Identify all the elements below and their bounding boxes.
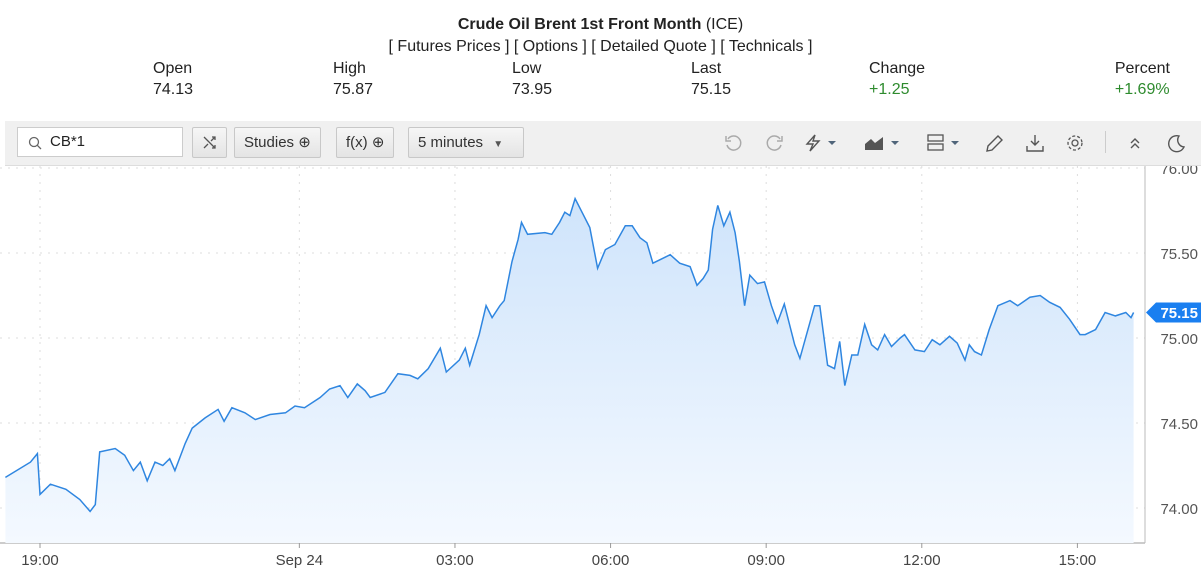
studies-button[interactable]: Studies ⊕ — [234, 127, 321, 158]
y-tick-label: 75.00 — [1160, 331, 1198, 348]
stat-low: Low 73.95 — [512, 60, 553, 98]
y-tick-label: 76.00 — [1160, 166, 1198, 178]
link-technicals[interactable]: [ Technicals ] — [720, 38, 813, 55]
x-tick-label: 12:00 — [903, 552, 941, 569]
last-price-label: 75.15 — [1160, 305, 1198, 322]
collapse-icon[interactable] — [1125, 133, 1145, 153]
dark-mode-icon[interactable] — [1165, 133, 1187, 153]
chart-type-icon[interactable] — [863, 133, 905, 153]
layout-icon[interactable] — [925, 133, 967, 153]
undo-icon[interactable] — [723, 133, 745, 153]
x-tick-label: 19:00 — [21, 552, 59, 569]
x-tick-label: 03:00 — [436, 552, 474, 569]
download-icon[interactable] — [1024, 133, 1046, 153]
price-line — [5, 196, 1135, 513]
symbol-search-input[interactable]: CB*1 — [17, 127, 183, 157]
page-title: Crude Oil Brent 1st Front Month (ICE) — [457, 16, 744, 33]
redo-icon[interactable] — [763, 133, 785, 153]
link-futures-prices[interactable]: [ Futures Prices ] — [388, 38, 510, 55]
search-icon — [28, 136, 42, 150]
caret-down-icon: ▼ — [493, 139, 504, 150]
x-tick-label: Sep 24 — [276, 552, 324, 569]
stat-change: Change +1.25 — [869, 60, 926, 98]
y-tick-label: 74.00 — [1160, 501, 1198, 518]
quote-header: Crude Oil Brent 1st Front Month (ICE) [ … — [0, 14, 1201, 58]
x-tick-label: 06:00 — [592, 552, 630, 569]
plus-circle-icon: ⊕ — [298, 134, 311, 151]
link-detailed-quote[interactable]: [ Detailed Quote ] — [591, 38, 716, 55]
interval-select[interactable]: 5 minutes ▼ — [408, 127, 524, 158]
x-tick-label: 15:00 — [1059, 552, 1097, 569]
y-tick-label: 74.50 — [1160, 416, 1198, 433]
gear-icon[interactable] — [1064, 133, 1086, 153]
link-options[interactable]: [ Options ] — [513, 38, 587, 55]
y-tick-label: 75.50 — [1160, 246, 1198, 263]
price-chart[interactable]: 74.00 74.50 75.00 75.50 76.00 19:00 Sep 24 03:0… — [0, 166, 1201, 575]
lightning-icon[interactable] — [803, 133, 843, 153]
stat-last: Last 75.15 — [691, 60, 732, 98]
toolbar-divider — [1105, 131, 1106, 153]
quote-links: [ Futures Prices ] [ Options ] [ Detaile… — [0, 36, 1201, 58]
stat-open: Open 74.13 — [153, 60, 194, 98]
stat-high: High 75.87 — [333, 60, 374, 98]
fx-button[interactable]: f(x) ⊕ — [336, 127, 395, 158]
x-tick-label: 09:00 — [747, 552, 785, 569]
plus-circle-icon: ⊕ — [371, 134, 385, 151]
stat-percent: Percent +1.69% — [1114, 60, 1170, 98]
price-area — [5, 198, 1134, 543]
chart-toolbar: CB*1 Studies ⊕ f(x) ⊕ 5 minutes ▼ — [5, 121, 1201, 166]
shuffle-icon — [203, 136, 216, 149]
compare-button[interactable] — [192, 127, 227, 158]
last-price-badge — [1146, 302, 1201, 323]
pencil-icon[interactable] — [983, 133, 1005, 153]
